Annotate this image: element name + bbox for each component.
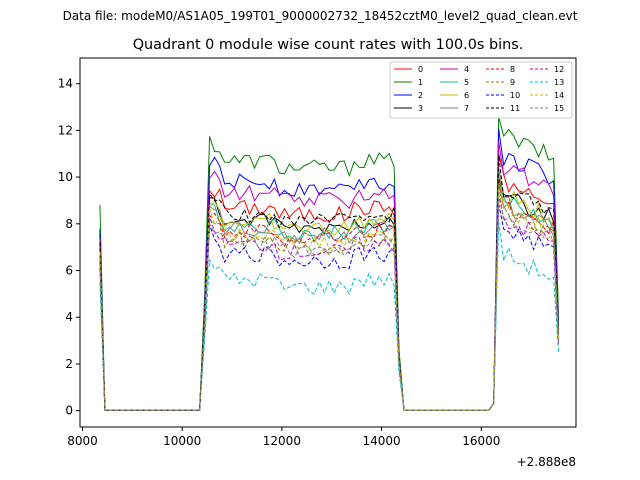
legend-label-8: 8	[510, 65, 515, 74]
legend-label-4: 4	[464, 65, 469, 74]
x-tick-label: 16000	[462, 434, 500, 448]
legend-box	[389, 61, 573, 119]
legend-label-7: 7	[464, 104, 469, 113]
series-line-2	[99, 128, 560, 411]
y-tick-label: 12	[58, 123, 73, 137]
x-tick-label: 14000	[362, 434, 400, 448]
series-line-10	[99, 204, 560, 411]
series-line-6	[99, 169, 560, 411]
series-line-12	[99, 195, 560, 411]
legend-label-13: 13	[554, 78, 564, 87]
legend-label-3: 3	[418, 104, 423, 113]
legend-label-14: 14	[554, 91, 564, 100]
series-line-8	[99, 180, 560, 411]
y-tick-label: 2	[65, 357, 73, 371]
y-tick-label: 14	[58, 77, 73, 91]
chart-suptitle: Data file: modeM0/AS1A05_199T01_90000027…	[63, 9, 578, 23]
series-line-4	[99, 141, 560, 411]
series-line-14	[99, 186, 560, 411]
series-layer	[99, 116, 560, 411]
legend-label-11: 11	[510, 104, 520, 113]
series-line-3	[99, 178, 560, 411]
series-line-9	[99, 180, 560, 411]
series-line-15	[99, 184, 560, 411]
y-tick-label: 10	[58, 170, 73, 184]
series-line-11	[99, 155, 560, 411]
plot-frame	[79, 57, 577, 428]
legend-label-0: 0	[418, 65, 423, 74]
legend-label-5: 5	[464, 78, 469, 87]
legend-label-6: 6	[464, 91, 469, 100]
series-line-1	[99, 116, 560, 411]
x-tick-label: 10000	[163, 434, 201, 448]
x-tick-label: 12000	[263, 434, 301, 448]
legend-label-9: 9	[510, 78, 515, 87]
y-tick-label: 6	[65, 264, 73, 278]
y-tick-label: 4	[65, 310, 73, 324]
series-line-7	[99, 168, 560, 411]
series-line-0	[99, 153, 560, 411]
x-offset-label: +2.888e8	[517, 455, 576, 469]
legend-label-1: 1	[418, 78, 423, 87]
legend-label-10: 10	[510, 91, 520, 100]
chart-title: Quadrant 0 module wise count rates with …	[133, 37, 524, 53]
y-tick-label: 0	[65, 404, 73, 418]
x-tick-label: 8000	[67, 434, 98, 448]
y-tick-label: 8	[65, 217, 73, 231]
legend-label-15: 15	[554, 104, 564, 113]
legend-label-12: 12	[554, 65, 564, 74]
legend-label-2: 2	[418, 91, 423, 100]
series-line-5	[99, 183, 560, 411]
